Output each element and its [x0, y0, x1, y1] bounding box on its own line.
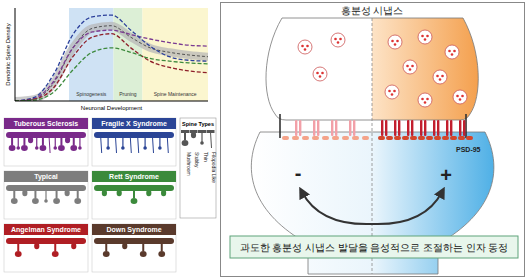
svg-text:Mushroom: Mushroom — [186, 152, 192, 176]
svg-text:Spinogenesis: Spinogenesis — [76, 91, 107, 97]
svg-text:Neuronal Development: Neuronal Development — [81, 105, 143, 111]
svg-text:Thin: Thin — [203, 152, 209, 162]
svg-text:Down Syndrome: Down Syndrome — [106, 226, 161, 234]
svg-text:Spine Maintenance: Spine Maintenance — [154, 91, 197, 97]
svg-text:-: - — [295, 162, 302, 184]
svg-text:Dendritic Spine Density: Dendritic Spine Density — [8, 23, 11, 85]
svg-text:Filopodia Like: Filopodia Like — [211, 152, 217, 183]
svg-text:Rett Syndrome: Rett Syndrome — [109, 173, 159, 181]
svg-text:+: + — [440, 164, 452, 186]
svg-text:Pruning: Pruning — [119, 91, 136, 97]
svg-text:Fragile X Syndrome: Fragile X Syndrome — [101, 120, 167, 128]
svg-text:Stubby: Stubby — [194, 152, 200, 168]
svg-text:Spine Types: Spine Types — [182, 121, 214, 127]
svg-text:Angelman Syndrome: Angelman Syndrome — [11, 226, 81, 234]
svg-text:흥분성 시냅스: 흥분성 시냅스 — [341, 5, 404, 16]
svg-text:Typical: Typical — [34, 173, 58, 181]
svg-text:Tuberous Sclerosis: Tuberous Sclerosis — [14, 120, 79, 127]
svg-text:과도한 흥분성 시냅스 발달을 음성적으로 조절하는 인자: 과도한 흥분성 시냅스 발달을 음성적으로 조절하는 인자 동정 — [240, 242, 508, 253]
svg-text:PSD-95: PSD-95 — [456, 146, 481, 153]
